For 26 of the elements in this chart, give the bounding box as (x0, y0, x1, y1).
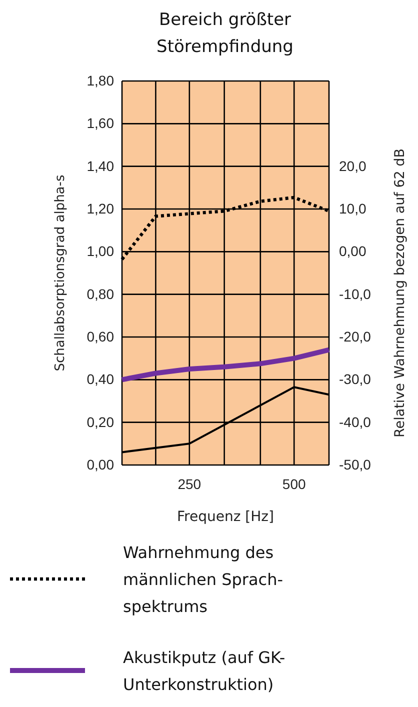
x-tick-label: 250 (178, 476, 202, 492)
y2-tick-label: -50,0 (339, 456, 372, 472)
y-tick-label: 0,40 (86, 371, 114, 388)
legend-label: Wahrnehmung des männlichen Sprach-spektrums (123, 543, 283, 616)
y-tick-label: 0,00 (86, 456, 114, 472)
y-tick-label: 1,60 (86, 115, 114, 132)
x-axis-title: Frequenz [Hz] (177, 509, 274, 525)
y2-tick-label: 0,00 (339, 243, 366, 260)
y2-tick-label: -30,0 (339, 371, 372, 388)
x-tick-label: 500 (282, 476, 306, 492)
y2-tick-label: 10,0 (339, 200, 366, 216)
y2-tick-label: -40,0 (339, 414, 372, 430)
y-tick-label: 1,40 (86, 158, 114, 174)
y-tick-label: 0,20 (86, 414, 114, 430)
y2-tick-label: 20,0 (339, 158, 366, 174)
y-tick-label: 0,80 (86, 286, 114, 302)
y2-tick-label: -20,0 (339, 328, 372, 344)
y2-tick-label: -10,0 (339, 286, 372, 302)
y-tick-label: 0,60 (86, 328, 114, 344)
y-tick-label: 1,20 (86, 200, 114, 216)
y-tick-label: 1,80 (86, 72, 114, 88)
y-tick-label: 1,00 (86, 243, 114, 260)
y2-axis-title: Relative Wahrnehmung bezogen auf 62 dB (392, 148, 408, 438)
chart-title: Bereich größter Störempfindung (156, 10, 294, 57)
legend-label: Akustikputz (auf GK-Unterkonstruktion) (123, 648, 286, 694)
y-axis-title: Schallabsorptionsgrad alpha-s (53, 174, 68, 372)
